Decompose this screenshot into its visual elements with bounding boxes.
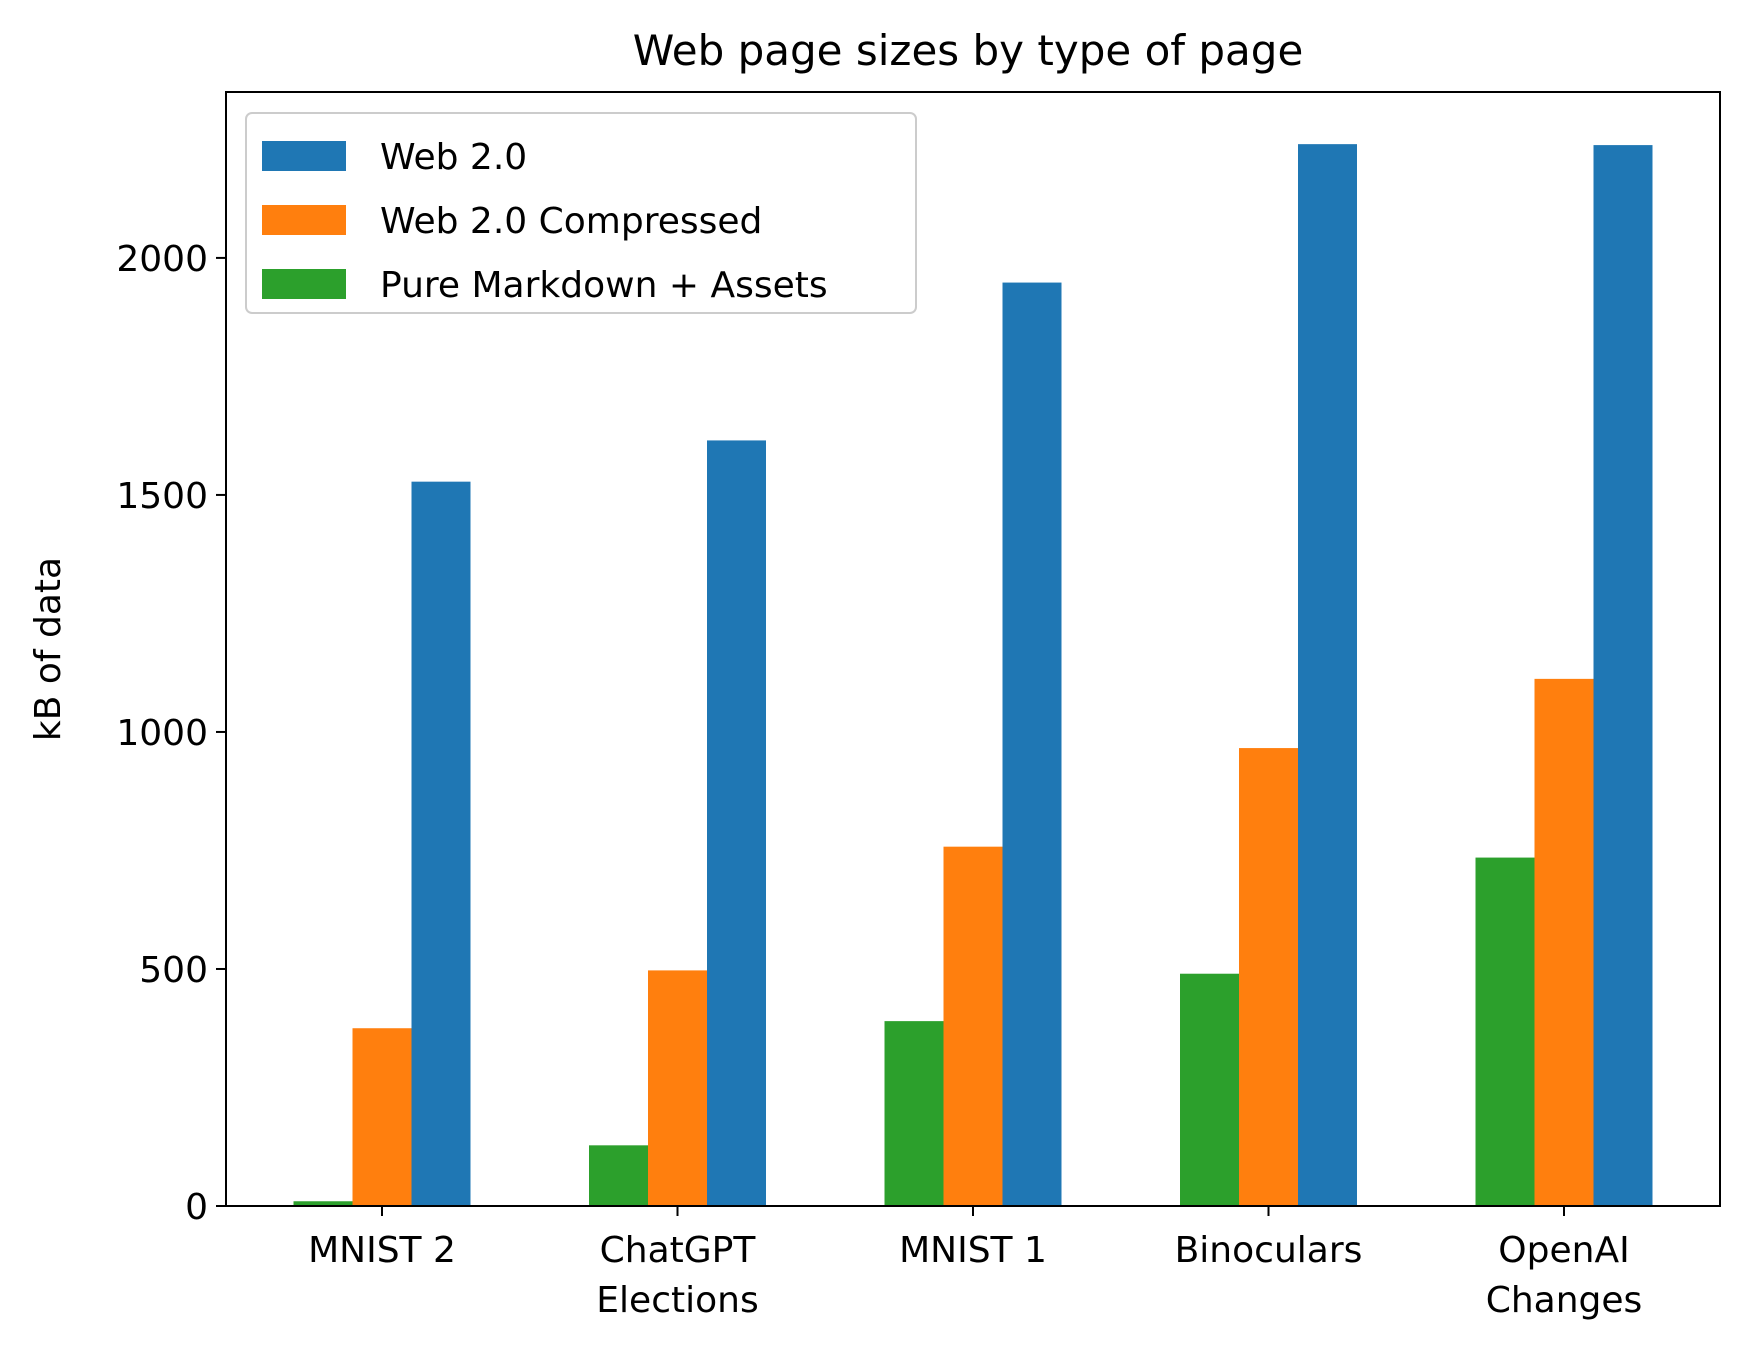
y-axis-label: kB of data — [28, 557, 69, 741]
legend-swatch — [262, 205, 346, 235]
bar — [589, 1145, 648, 1206]
y-tick-label: 1500 — [116, 476, 208, 517]
bar — [411, 481, 471, 1206]
bar — [1593, 145, 1653, 1206]
y-tick-label: 500 — [139, 950, 208, 991]
bar — [884, 1021, 944, 1206]
x-tick-label: MNIST 1 — [899, 1230, 1047, 1271]
x-tick-label: OpenAI — [1498, 1230, 1629, 1271]
bar — [293, 1201, 353, 1206]
bar — [1298, 144, 1357, 1207]
legend-swatch — [262, 141, 346, 171]
x-tick-label: MNIST 2 — [308, 1230, 456, 1271]
legend-label: Pure Markdown + Assets — [380, 265, 828, 306]
bars-group — [293, 144, 1653, 1207]
x-tick-label: ChatGPT — [600, 1230, 757, 1271]
bar — [1475, 857, 1535, 1206]
x-tick-label: Binoculars — [1175, 1230, 1363, 1271]
bar — [943, 846, 1003, 1206]
y-tick-label: 2000 — [116, 239, 208, 280]
bar — [1239, 748, 1298, 1206]
y-tick-label: 1000 — [116, 713, 208, 754]
bar — [1002, 282, 1062, 1207]
legend: Web 2.0 Web 2.0 Compressed Pure Markdown +… — [245, 112, 917, 314]
x-tick-label: Elections — [596, 1280, 758, 1321]
y-tick-label: 0 — [185, 1187, 208, 1228]
legend-box — [245, 112, 917, 314]
bar — [352, 1028, 412, 1206]
legend-swatch — [262, 269, 346, 299]
chart-title: Web page sizes by type of page — [633, 26, 1304, 75]
legend-label: Web 2.0 Compressed — [380, 201, 762, 242]
bar — [1534, 678, 1594, 1206]
bar — [707, 440, 766, 1206]
legend-label: Web 2.0 — [380, 137, 527, 178]
ticks-group: 0 500 1000 1500 2000 MNIST 2 ChatGPT Elections M… — [116, 239, 1642, 1321]
x-tick-label: Changes — [1486, 1280, 1643, 1321]
bar — [648, 970, 707, 1206]
bar — [1180, 973, 1239, 1206]
